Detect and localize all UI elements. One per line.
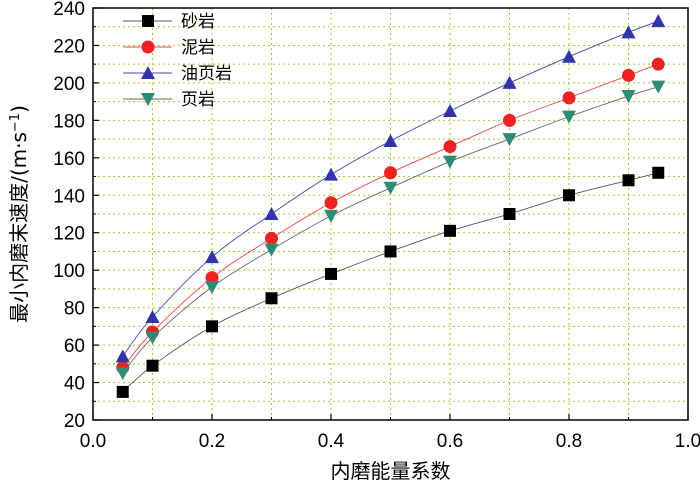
data-point <box>652 166 665 179</box>
data-point <box>651 57 665 71</box>
y-tick-label: 100 <box>53 261 85 282</box>
x-tick-label: 0.2 <box>199 431 225 452</box>
y-axis-title-close: ) <box>7 105 31 113</box>
data-point <box>324 196 338 210</box>
legend-item: 泥岩 <box>123 38 215 58</box>
data-point <box>562 110 576 124</box>
x-tick-label: 1.0 <box>675 431 700 452</box>
y-tick-label: 60 <box>64 336 85 357</box>
y-axis-title: 最小内磨末速度/(m·s−1) <box>7 105 31 323</box>
data-point <box>264 243 279 257</box>
data-point <box>444 224 456 237</box>
data-point <box>502 133 517 147</box>
data-point <box>651 14 666 28</box>
x-tick-label: 0.6 <box>437 431 463 452</box>
y-axis-title-main: 最小内磨末速度/(m·s <box>7 132 31 323</box>
y-tick-label: 180 <box>53 111 85 132</box>
data-point <box>115 367 130 381</box>
data-point <box>116 385 129 398</box>
data-point <box>146 359 159 372</box>
x-tick-label: 0.0 <box>80 431 106 452</box>
data-point <box>443 104 457 117</box>
legend-label: 油页岩 <box>181 64 232 84</box>
y-tick-label: 80 <box>64 299 85 320</box>
data-point <box>205 281 219 295</box>
data-point <box>651 80 666 94</box>
data-point <box>265 231 278 245</box>
legend-marker <box>141 66 155 79</box>
data-point <box>503 208 516 220</box>
axes: 0.0 0.2 0.4 0.6 0.8 1.0 20 40 60 80 100 120 140 160 18… <box>53 0 700 452</box>
data-point <box>621 25 636 39</box>
data-point <box>145 310 160 323</box>
y-tick-label: 20 <box>64 411 85 432</box>
x-tick-label: 0.4 <box>318 431 345 452</box>
data-point <box>622 174 635 187</box>
data-point <box>145 331 160 345</box>
data-point <box>383 133 398 147</box>
data-point <box>621 90 636 104</box>
data-point <box>115 349 130 363</box>
data-point <box>324 167 338 181</box>
data-point <box>562 49 576 63</box>
series-line <box>122 86 659 374</box>
series-3 <box>115 14 666 363</box>
data-point <box>265 292 278 305</box>
legend-label: 砂岩 <box>181 12 215 32</box>
legend-marker <box>141 40 155 54</box>
data-point <box>502 75 517 89</box>
x-tick-label: 0.8 <box>556 431 582 452</box>
legend-label: 页岩 <box>181 90 215 110</box>
legend-marker <box>142 15 154 27</box>
data-point <box>563 189 575 202</box>
y-tick-label: 40 <box>64 374 85 395</box>
series-4 <box>115 80 666 381</box>
legend-item: 页岩 <box>123 90 215 110</box>
data-point <box>383 181 398 195</box>
legend-item: 砂岩 <box>123 12 215 32</box>
data-point <box>443 155 457 169</box>
y-tick-label: 160 <box>53 149 85 170</box>
series-layer <box>115 14 666 398</box>
data-point <box>622 68 635 82</box>
x-axis-title: 内磨能量系数 <box>331 459 451 483</box>
y-tick-label: 220 <box>53 36 85 57</box>
y-tick-label: 140 <box>53 186 85 207</box>
series-1 <box>116 166 665 398</box>
y-tick-label: 240 <box>53 0 85 20</box>
legend-label: 泥岩 <box>181 38 215 58</box>
y-tick-label: 200 <box>53 74 85 95</box>
data-point <box>503 113 516 127</box>
data-point <box>443 140 457 154</box>
data-point <box>264 207 279 220</box>
y-tick-label: 120 <box>53 224 85 245</box>
legend-item: 油页岩 <box>123 64 232 84</box>
data-point <box>562 91 576 105</box>
data-point <box>206 320 218 333</box>
series-2 <box>116 57 665 375</box>
data-point <box>324 209 338 223</box>
legend-marker <box>141 93 155 106</box>
data-point <box>384 245 397 258</box>
y-axis-title-sup: −1 <box>8 113 23 132</box>
data-point <box>205 250 219 264</box>
data-point <box>205 271 219 285</box>
data-point <box>384 166 397 180</box>
data-point <box>325 267 337 280</box>
